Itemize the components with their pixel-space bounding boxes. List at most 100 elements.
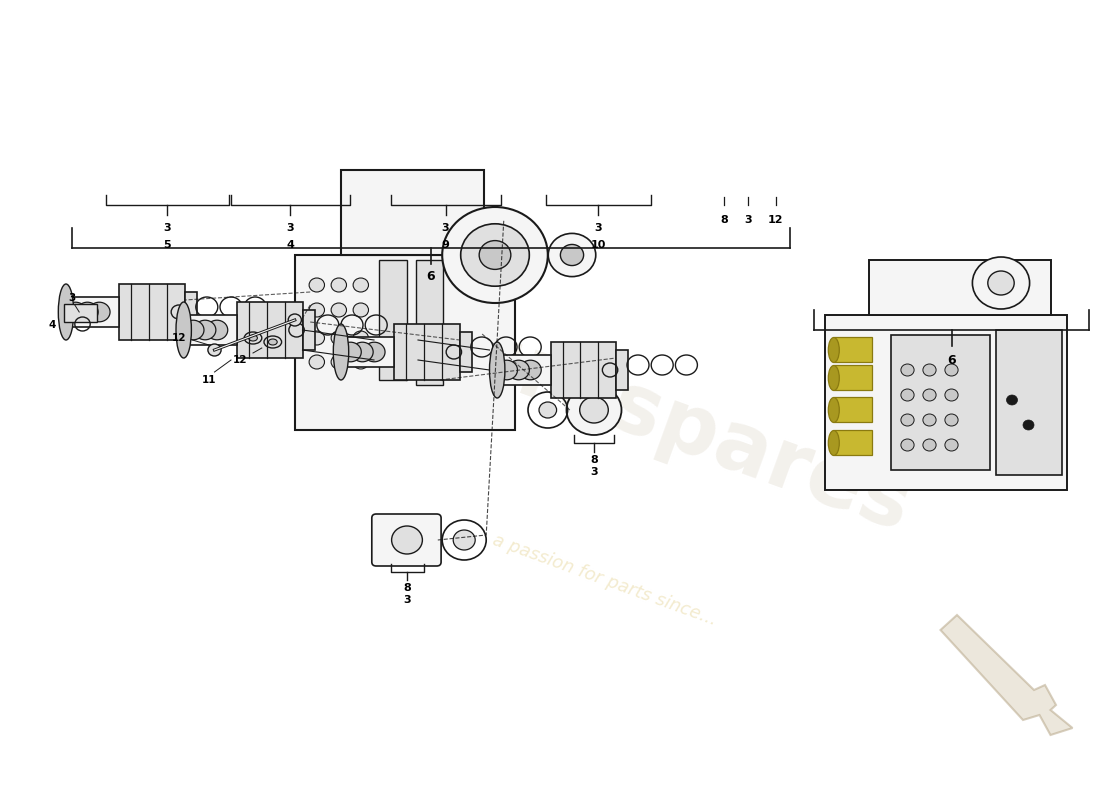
Circle shape xyxy=(945,414,958,426)
Circle shape xyxy=(480,241,510,270)
FancyBboxPatch shape xyxy=(341,170,484,255)
Text: 5: 5 xyxy=(164,240,170,250)
Text: 8: 8 xyxy=(403,583,411,593)
Text: 4: 4 xyxy=(48,320,55,330)
FancyBboxPatch shape xyxy=(66,297,120,327)
Text: eurospares: eurospares xyxy=(398,292,922,548)
Circle shape xyxy=(988,271,1014,295)
Circle shape xyxy=(1023,420,1034,430)
Circle shape xyxy=(340,342,361,362)
Text: 11: 11 xyxy=(201,375,217,385)
Circle shape xyxy=(88,302,110,322)
Circle shape xyxy=(580,397,608,423)
Text: 9: 9 xyxy=(441,240,450,250)
Circle shape xyxy=(1006,395,1018,405)
Circle shape xyxy=(206,320,228,340)
Ellipse shape xyxy=(244,332,262,344)
Ellipse shape xyxy=(268,339,277,345)
Text: 10: 10 xyxy=(591,240,606,250)
Ellipse shape xyxy=(828,430,839,455)
Circle shape xyxy=(560,245,584,266)
Text: 3: 3 xyxy=(442,223,449,233)
Circle shape xyxy=(353,303,369,317)
FancyBboxPatch shape xyxy=(834,397,872,422)
FancyBboxPatch shape xyxy=(184,314,238,346)
Circle shape xyxy=(923,364,936,376)
FancyBboxPatch shape xyxy=(64,304,97,322)
Circle shape xyxy=(309,355,324,369)
Text: 4: 4 xyxy=(286,240,295,250)
Circle shape xyxy=(442,207,548,303)
Circle shape xyxy=(923,414,936,426)
FancyBboxPatch shape xyxy=(395,324,460,380)
Circle shape xyxy=(331,331,346,345)
Text: 3: 3 xyxy=(595,223,602,233)
Circle shape xyxy=(496,360,517,380)
Circle shape xyxy=(901,389,914,401)
Circle shape xyxy=(309,303,324,317)
FancyBboxPatch shape xyxy=(891,335,990,470)
Circle shape xyxy=(901,364,914,376)
Text: 12: 12 xyxy=(768,215,783,225)
Circle shape xyxy=(901,439,914,451)
Circle shape xyxy=(519,360,541,380)
FancyBboxPatch shape xyxy=(416,260,443,385)
Text: 3: 3 xyxy=(287,223,294,233)
FancyBboxPatch shape xyxy=(996,330,1062,475)
Ellipse shape xyxy=(828,366,839,390)
Ellipse shape xyxy=(264,336,282,348)
FancyBboxPatch shape xyxy=(238,302,302,358)
Circle shape xyxy=(972,257,1030,309)
FancyBboxPatch shape xyxy=(379,260,407,380)
Text: 8: 8 xyxy=(719,215,728,225)
Ellipse shape xyxy=(249,335,257,341)
FancyBboxPatch shape xyxy=(869,260,1050,315)
Text: 12: 12 xyxy=(172,333,187,343)
Circle shape xyxy=(461,224,529,286)
Circle shape xyxy=(195,320,216,340)
FancyBboxPatch shape xyxy=(185,293,197,331)
Ellipse shape xyxy=(333,324,349,380)
FancyBboxPatch shape xyxy=(302,310,315,350)
Text: 6: 6 xyxy=(427,270,434,282)
Circle shape xyxy=(352,342,373,362)
FancyBboxPatch shape xyxy=(460,333,472,371)
FancyBboxPatch shape xyxy=(120,284,185,340)
FancyBboxPatch shape xyxy=(834,430,872,455)
Circle shape xyxy=(923,439,936,451)
FancyBboxPatch shape xyxy=(825,315,1067,490)
Circle shape xyxy=(183,320,204,340)
FancyBboxPatch shape xyxy=(834,365,872,390)
FancyBboxPatch shape xyxy=(497,354,551,386)
Circle shape xyxy=(901,414,914,426)
Text: 6: 6 xyxy=(947,354,956,366)
Circle shape xyxy=(548,234,596,277)
Text: 3: 3 xyxy=(745,215,751,225)
FancyBboxPatch shape xyxy=(551,342,616,398)
Circle shape xyxy=(923,389,936,401)
Text: 3: 3 xyxy=(68,293,75,303)
Circle shape xyxy=(945,364,958,376)
Ellipse shape xyxy=(490,342,505,398)
Ellipse shape xyxy=(828,338,839,362)
Circle shape xyxy=(353,278,369,292)
Circle shape xyxy=(508,360,529,380)
FancyBboxPatch shape xyxy=(295,255,515,430)
Circle shape xyxy=(331,303,346,317)
Circle shape xyxy=(566,385,621,435)
Circle shape xyxy=(331,278,346,292)
FancyBboxPatch shape xyxy=(616,350,628,390)
Circle shape xyxy=(288,314,301,326)
Circle shape xyxy=(945,389,958,401)
Ellipse shape xyxy=(828,398,839,422)
Circle shape xyxy=(208,344,221,356)
Circle shape xyxy=(353,331,369,345)
Circle shape xyxy=(331,355,346,369)
Ellipse shape xyxy=(176,302,191,358)
Text: 8: 8 xyxy=(590,455,598,465)
FancyBboxPatch shape xyxy=(341,337,395,367)
Circle shape xyxy=(65,302,86,322)
Text: 3: 3 xyxy=(591,467,597,477)
Text: 3: 3 xyxy=(404,595,410,605)
Ellipse shape xyxy=(58,284,74,340)
